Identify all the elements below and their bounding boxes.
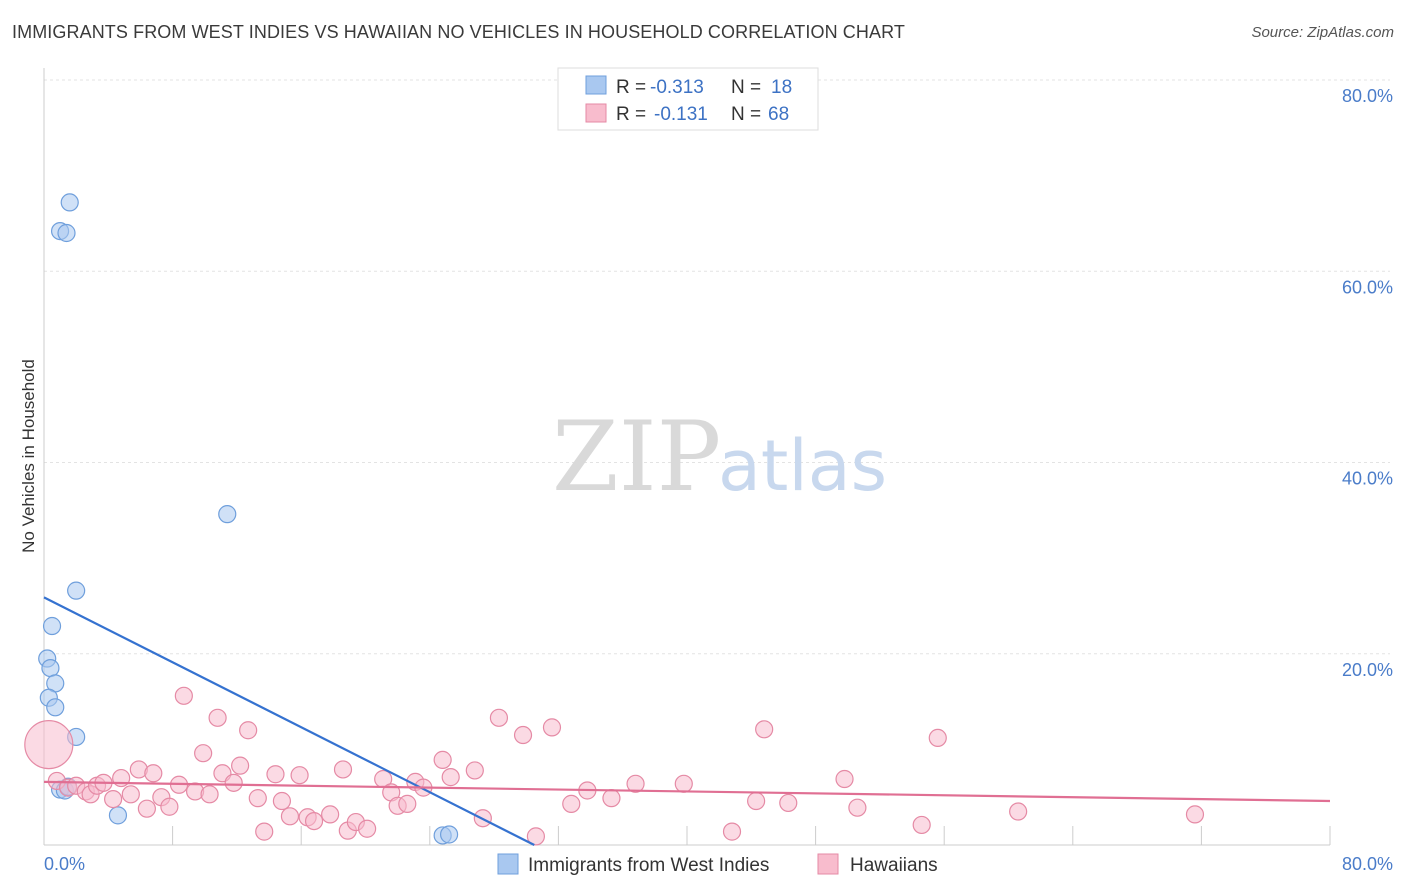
legend-n-label: N =	[731, 77, 761, 98]
hawaiians-point-38	[358, 819, 377, 838]
bottom-legend-swatch-hawaiians	[817, 853, 839, 875]
west-indies-point-15	[108, 806, 128, 825]
hawaiians-point-20	[200, 785, 219, 804]
axes	[43, 68, 1331, 846]
hawaiians-point-27	[255, 822, 274, 841]
legend-r-value-west-indies: -0.313	[650, 77, 704, 98]
west-indies-point-0	[60, 193, 79, 212]
hawaiians-point-12	[137, 799, 156, 818]
y-tick-label-0: 20.0%	[1342, 660, 1393, 680]
hawaiians-point-21	[208, 708, 227, 727]
hawaiians-point-29	[272, 791, 292, 811]
legend-top: R = -0.313 N = 18 R = -0.131 N = 68	[557, 67, 819, 131]
hawaiians-point-62	[835, 769, 854, 789]
bottom-legend-swatch-west-indies	[497, 853, 519, 875]
hawaiians-point-49	[489, 708, 509, 727]
legend-r-label: R =	[616, 77, 646, 98]
legend-swatch-west-indies	[585, 75, 607, 95]
hawaiians-point-52	[542, 718, 562, 737]
hawaiians-point-55	[602, 789, 621, 808]
x-tick-label-0: 0.0%	[44, 854, 85, 874]
west-indies-point-7	[41, 658, 60, 678]
hawaiians-point-60	[755, 720, 774, 739]
hawaiians-point-50	[513, 725, 533, 745]
hawaiians-point-65	[928, 728, 947, 748]
west-indies-point-2	[57, 223, 76, 243]
hawaiians-point-64	[912, 815, 931, 835]
legend-r-value-hawaiians: -0.131	[654, 104, 708, 125]
trend-lines	[43, 596, 1331, 846]
x-tick-label-1: 80.0%	[1342, 854, 1393, 874]
trend-line-hawaiians	[43, 780, 1331, 803]
hawaiians-point-59	[747, 791, 766, 811]
hawaiians-point-42	[398, 794, 417, 813]
legend-n-value-hawaiians: 68	[768, 104, 789, 125]
watermark-atlas: atlas	[718, 425, 887, 507]
y-tick-label-3: 80.0%	[1342, 86, 1393, 106]
y-tick-label-1: 40.0%	[1342, 469, 1393, 489]
hawaiians-point-19	[194, 744, 213, 763]
legend-swatch-hawaiians	[585, 103, 607, 123]
legend-n-value-west-indies: 18	[771, 77, 792, 98]
hawaiians-point-13	[144, 764, 163, 783]
hawaiians-point-26	[248, 789, 267, 808]
hawaiians-point-28	[266, 765, 285, 784]
trend-line-west-indies	[43, 596, 535, 846]
hawaiians-point-57	[674, 774, 693, 793]
hawaiians-point-0	[24, 719, 74, 770]
west-indies-point-10	[46, 698, 65, 717]
series-west-indies-points	[38, 193, 459, 845]
hawaiians-point-46	[441, 768, 460, 787]
west-indies-point-5	[42, 616, 62, 636]
hawaiians-point-63	[848, 798, 867, 817]
west-indies-point-17	[439, 825, 459, 844]
bottom-legend-label-hawaiians: Hawaiians	[850, 855, 938, 876]
hawaiians-point-33	[304, 811, 324, 831]
y-tick-labels: 20.0% 40.0% 60.0% 80.0%	[1342, 86, 1393, 680]
watermark: ZIP atlas	[552, 401, 887, 513]
bottom-legend-label-west-indies: Immigrants from West Indies	[528, 855, 769, 876]
hawaiians-point-23	[224, 773, 243, 792]
hawaiians-point-53	[562, 794, 581, 813]
hawaiians-point-10	[121, 785, 140, 804]
hawaiians-point-45	[433, 750, 452, 769]
hawaiians-point-15	[160, 797, 179, 816]
west-indies-point-3	[218, 505, 237, 524]
hawaiians-point-67	[1185, 805, 1205, 824]
hawaiians-point-47	[465, 761, 484, 780]
chart-title: IMMIGRANTS FROM WEST INDIES VS HAWAIIAN …	[12, 22, 905, 42]
hawaiians-point-66	[1009, 802, 1028, 821]
hawaiians-point-25	[239, 721, 258, 740]
hawaiians-point-24	[231, 756, 250, 775]
hawaiians-point-56	[626, 774, 645, 793]
y-axis-label: No Vehicles in Household	[19, 359, 38, 553]
legend-r-label: R =	[616, 104, 646, 125]
gridlines	[44, 79, 1390, 655]
hawaiians-point-51	[526, 827, 545, 846]
legend-n-label: N =	[731, 104, 761, 125]
hawaiians-point-17	[174, 686, 193, 705]
hawaiians-point-35	[333, 760, 353, 779]
x-tick-labels: 0.0% 80.0%	[44, 854, 1393, 874]
hawaiians-point-61	[779, 793, 798, 813]
hawaiians-point-58	[722, 822, 742, 841]
series-hawaiians-points	[24, 686, 1205, 846]
west-indies-point-4	[67, 581, 86, 600]
legend-bottom: Immigrants from West Indies Hawaiians	[497, 853, 938, 876]
source-label: Source: ZipAtlas.com	[1251, 24, 1394, 41]
hawaiians-point-34	[321, 805, 340, 824]
hawaiians-point-31	[290, 766, 309, 785]
watermark-zip: ZIP	[552, 401, 721, 513]
hawaiians-point-30	[280, 807, 300, 826]
y-tick-label-2: 60.0%	[1342, 277, 1393, 297]
hawaiians-point-8	[104, 789, 123, 809]
